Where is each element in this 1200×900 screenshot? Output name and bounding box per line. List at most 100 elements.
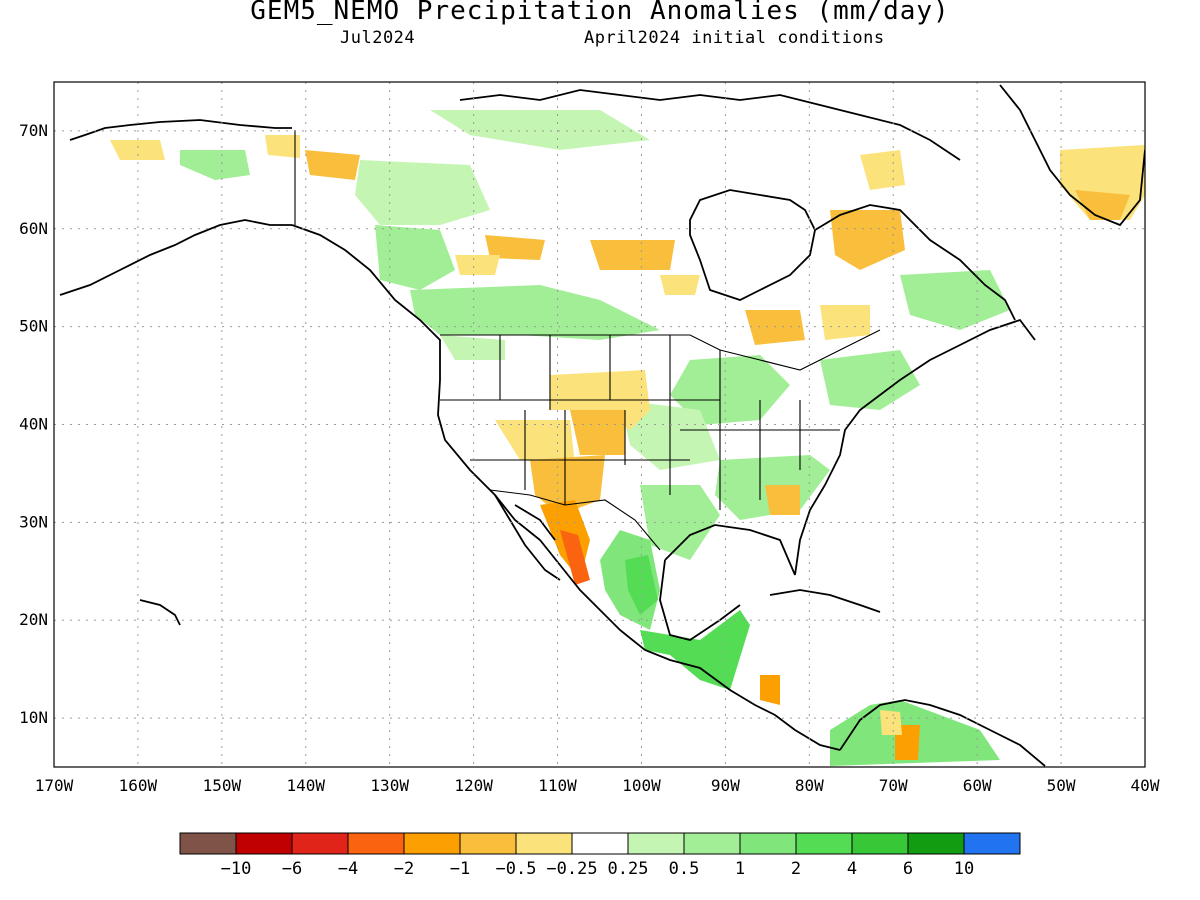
state-lines [440, 335, 840, 510]
longitude-tick-label: 90W [711, 776, 740, 795]
colorbar-tick-label: −0.25 [546, 859, 597, 879]
dry-region-bc-interior [485, 235, 545, 260]
dry-region-alaska-north [265, 135, 300, 158]
coastline-west [291, 224, 841, 751]
longitude-tick-label: 100W [622, 776, 661, 795]
coastline-baja [494, 494, 561, 581]
colorbar-swatch [347, 832, 405, 855]
dry-region-georgia [765, 485, 800, 515]
dry-region-yukon [305, 150, 360, 180]
colorbar-tick-label: 4 [847, 859, 857, 879]
wet-region-northeast [820, 350, 920, 410]
colorbar-tick-label: −1 [450, 859, 470, 879]
colorbar-swatch [179, 832, 237, 855]
colorbar-swatch [571, 832, 629, 855]
longitude-tick-label: 40W [1131, 776, 1160, 795]
map-title: GEM5_NEMO Precipitation Anomalies (mm/da… [250, 0, 950, 26]
colorbar-swatch [235, 832, 293, 855]
dry-region-venezuela-outer [880, 710, 902, 735]
latitude-tick-label: 50N [19, 317, 48, 336]
initial-conditions-label: April2024 initial conditions [584, 28, 885, 48]
colorbar-tick-label: −6 [282, 859, 302, 879]
dry-region-greenland-south [1075, 190, 1130, 220]
dry-region-quebec-south [745, 310, 805, 345]
dry-region-baffin [860, 150, 905, 190]
dry-region-quebec-mid [820, 305, 870, 340]
latitude-tick-label: 10N [19, 708, 48, 727]
latitude-tick-label: 70N [19, 121, 48, 140]
map-frame [53, 81, 1146, 768]
dry-region-nicaragua [760, 675, 780, 705]
dry-region-great-basin [495, 420, 575, 465]
border-us-mexico [489, 489, 661, 551]
wet-region-nunavut [430, 110, 650, 150]
coastlines [59, 84, 1145, 767]
colorbar-tick-label: 2 [791, 859, 801, 879]
latitude-tick-label: 30N [19, 512, 48, 531]
latitude-labels: 70N 60N 50N 40N 30N 20N 10N [19, 121, 48, 727]
valid-month-label: Jul2024 [340, 28, 416, 48]
wet-region-quebec-east [900, 270, 1010, 330]
colorbar-tick-label: −10 [221, 859, 252, 879]
coastline-hudson-bay [689, 189, 816, 301]
longitude-labels: 170W 160W 150W 140W 130W 120W 110W 100W 90W 80W 70… [35, 776, 1160, 795]
coastline-cuba [769, 589, 881, 613]
coastline-greenland [999, 84, 1145, 227]
longitude-tick-label: 130W [370, 776, 409, 795]
coastline-east [794, 318, 1036, 576]
colorbar-swatch [459, 832, 517, 855]
coastline-gulf [659, 524, 796, 641]
longitude-tick-label: 140W [287, 776, 326, 795]
wet-region-mexico-core [625, 555, 658, 615]
wet-region-central-america [640, 610, 750, 690]
colorbar-tick-label: 1 [735, 859, 745, 879]
colorbar-tick-label: 0.25 [608, 859, 649, 879]
longitude-tick-label: 60W [963, 776, 992, 795]
wet-region-yukon [355, 160, 490, 225]
dry-region-manitoba [590, 240, 675, 270]
longitude-tick-label: 120W [454, 776, 493, 795]
colorbar-swatch [795, 832, 853, 855]
coastline-alaska [59, 119, 292, 296]
wet-region-prairies [410, 285, 660, 340]
wet-region-pacific-nw [440, 335, 505, 360]
colorbar-labels: −10 −6 −4 −2 −1 −0.5 −0.25 0.25 0.5 1 2 4 6 10 [221, 859, 975, 879]
colorbar-swatch [739, 832, 797, 855]
longitude-tick-label: 70W [879, 776, 908, 795]
colorbar-swatch [515, 832, 573, 855]
longitude-tick-label: 80W [795, 776, 824, 795]
latitude-tick-label: 20N [19, 610, 48, 629]
colorbar-tick-label: 6 [903, 859, 913, 879]
dry-region-ontario [660, 275, 700, 295]
coastline-hawaii [139, 599, 181, 626]
political-boundaries [294, 130, 881, 551]
colorbar [179, 832, 1021, 855]
latitude-tick-label: 40N [19, 415, 48, 434]
longitude-tick-label: 170W [35, 776, 74, 795]
colorbar-swatch [851, 832, 909, 855]
colorbar-swatch [627, 832, 685, 855]
dry-region-sinaloa [560, 530, 590, 585]
anomaly-shading [110, 110, 1145, 766]
colorbar-swatch [683, 832, 741, 855]
colorbar-swatch [963, 832, 1021, 855]
colorbar-swatch [403, 832, 461, 855]
colorbar-tick-label: 10 [954, 859, 974, 879]
colorbar-swatch [907, 832, 965, 855]
wet-region-bc [375, 225, 455, 290]
longitude-tick-label: 150W [203, 776, 242, 795]
dry-region-saskatchewan [455, 255, 500, 275]
graticule [54, 82, 1145, 767]
colorbar-swatch [291, 832, 349, 855]
longitude-tick-label: 110W [538, 776, 577, 795]
colorbar-tick-label: −0.5 [496, 859, 537, 879]
border-us-canada [440, 329, 881, 371]
colorbar-tick-label: 0.5 [669, 859, 700, 879]
colorbar-tick-label: −4 [338, 859, 358, 879]
dry-region-labrador [830, 210, 905, 270]
longitude-tick-label: 50W [1047, 776, 1076, 795]
longitude-tick-label: 160W [119, 776, 158, 795]
colorbar-tick-label: −2 [394, 859, 414, 879]
latitude-tick-label: 60N [19, 219, 48, 238]
